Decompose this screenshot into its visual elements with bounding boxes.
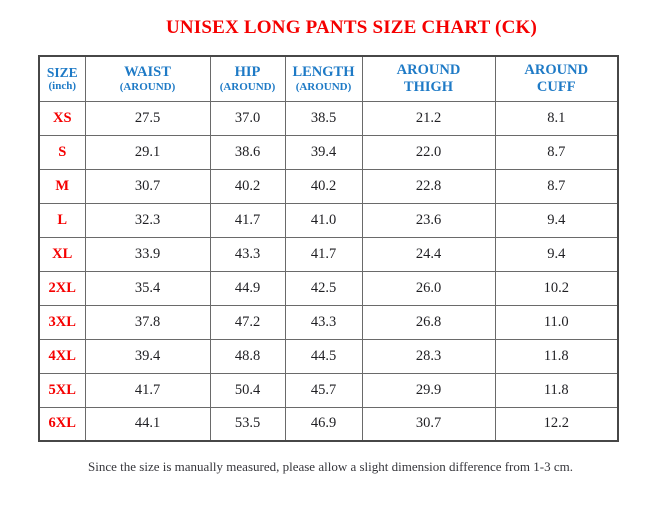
thigh-value-cell: 29.9 bbox=[361, 372, 496, 408]
table-row-s: S 29.1 38.6 39.4 22.0 8.7 bbox=[38, 134, 619, 170]
column-header-waist: WAIST (AROUND) bbox=[84, 55, 211, 102]
hip-value-cell: 41.7 bbox=[209, 202, 286, 238]
column-label: AROUND bbox=[524, 62, 589, 79]
size-label-cell: L bbox=[38, 202, 86, 238]
length-value-cell: 42.5 bbox=[284, 270, 363, 306]
column-sublabel: (AROUND) bbox=[295, 80, 352, 93]
size-label-cell: XL bbox=[38, 236, 86, 272]
column-header-hip: HIP (AROUND) bbox=[209, 55, 286, 102]
hip-value-cell: 44.9 bbox=[209, 270, 286, 306]
column-sublabel: THIGH bbox=[403, 78, 454, 95]
waist-value-cell: 41.7 bbox=[84, 372, 211, 408]
waist-value-cell: 30.7 bbox=[84, 168, 211, 204]
length-value-cell: 40.2 bbox=[284, 168, 363, 204]
thigh-value-cell: 26.0 bbox=[361, 270, 496, 306]
column-label: LENGTH bbox=[292, 64, 355, 81]
waist-value-cell: 32.3 bbox=[84, 202, 211, 238]
waist-value-cell: 33.9 bbox=[84, 236, 211, 272]
cuff-value-cell: 8.7 bbox=[494, 134, 619, 170]
cuff-value-cell: 8.1 bbox=[494, 100, 619, 136]
size-label-cell: S bbox=[38, 134, 86, 170]
waist-value-cell: 35.4 bbox=[84, 270, 211, 306]
thigh-value-cell: 26.8 bbox=[361, 304, 496, 340]
column-label: SIZE bbox=[46, 64, 78, 80]
column-sublabel: (AROUND) bbox=[119, 80, 176, 93]
waist-value-cell: 39.4 bbox=[84, 338, 211, 374]
cuff-value-cell: 9.4 bbox=[494, 236, 619, 272]
size-label-cell: 2XL bbox=[38, 270, 86, 306]
length-value-cell: 45.7 bbox=[284, 372, 363, 408]
thigh-value-cell: 23.6 bbox=[361, 202, 496, 238]
measurement-footnote: Since the size is manually measured, ple… bbox=[88, 459, 573, 474]
table-row-xs: XS 27.5 37.0 38.5 21.2 8.1 bbox=[38, 100, 619, 136]
hip-value-cell: 38.6 bbox=[209, 134, 286, 170]
waist-value-cell: 37.8 bbox=[84, 304, 211, 340]
header-row: SIZE (inch) WAIST (AROUND) HIP (AROUND) … bbox=[38, 55, 619, 102]
thigh-value-cell: 30.7 bbox=[361, 406, 496, 442]
table-body: XS 27.5 37.0 38.5 21.2 8.1 S 29.1 38.6 3… bbox=[38, 100, 619, 442]
table-row-l: L 32.3 41.7 41.0 23.6 9.4 bbox=[38, 202, 619, 238]
column-sublabel: (AROUND) bbox=[219, 80, 276, 93]
table-row-3xl: 3XL 37.8 47.2 43.3 26.8 11.0 bbox=[38, 304, 619, 340]
cuff-value-cell: 8.7 bbox=[494, 168, 619, 204]
hip-value-cell: 53.5 bbox=[209, 406, 286, 442]
hip-value-cell: 48.8 bbox=[209, 338, 286, 374]
hip-value-cell: 47.2 bbox=[209, 304, 286, 340]
waist-value-cell: 44.1 bbox=[84, 406, 211, 442]
table-row-m: M 30.7 40.2 40.2 22.8 8.7 bbox=[38, 168, 619, 204]
column-header-size: SIZE (inch) bbox=[38, 55, 86, 102]
length-value-cell: 46.9 bbox=[284, 406, 363, 442]
page-title: UNISEX LONG PANTS SIZE CHART (CK) bbox=[165, 17, 538, 38]
waist-value-cell: 27.5 bbox=[84, 100, 211, 136]
table-row-5xl: 5XL 41.7 50.4 45.7 29.9 11.8 bbox=[38, 372, 619, 408]
length-value-cell: 43.3 bbox=[284, 304, 363, 340]
size-label-cell: 5XL bbox=[38, 372, 86, 408]
size-label-cell: 4XL bbox=[38, 338, 86, 374]
length-value-cell: 44.5 bbox=[284, 338, 363, 374]
waist-value-cell: 29.1 bbox=[84, 134, 211, 170]
table-row-xl: XL 33.9 43.3 41.7 24.4 9.4 bbox=[38, 236, 619, 272]
size-label-cell: XS bbox=[38, 100, 86, 136]
column-sublabel: CUFF bbox=[536, 78, 576, 95]
size-chart-table: SIZE (inch) WAIST (AROUND) HIP (AROUND) … bbox=[38, 55, 619, 442]
column-header-length: LENGTH (AROUND) bbox=[284, 55, 363, 102]
thigh-value-cell: 28.3 bbox=[361, 338, 496, 374]
length-value-cell: 41.7 bbox=[284, 236, 363, 272]
hip-value-cell: 37.0 bbox=[209, 100, 286, 136]
cuff-value-cell: 11.0 bbox=[494, 304, 619, 340]
table-row-6xl: 6XL 44.1 53.5 46.9 30.7 12.2 bbox=[38, 406, 619, 442]
thigh-value-cell: 22.8 bbox=[361, 168, 496, 204]
table-row-2xl: 2XL 35.4 44.9 42.5 26.0 10.2 bbox=[38, 270, 619, 306]
column-label: AROUND bbox=[396, 62, 461, 79]
length-value-cell: 39.4 bbox=[284, 134, 363, 170]
length-value-cell: 41.0 bbox=[284, 202, 363, 238]
size-label-cell: 3XL bbox=[38, 304, 86, 340]
column-sublabel: (inch) bbox=[48, 80, 77, 93]
hip-value-cell: 40.2 bbox=[209, 168, 286, 204]
cuff-value-cell: 10.2 bbox=[494, 270, 619, 306]
column-label: WAIST bbox=[124, 64, 171, 81]
column-label: HIP bbox=[234, 64, 261, 81]
thigh-value-cell: 24.4 bbox=[361, 236, 496, 272]
table-header: SIZE (inch) WAIST (AROUND) HIP (AROUND) … bbox=[38, 55, 619, 102]
thigh-value-cell: 21.2 bbox=[361, 100, 496, 136]
hip-value-cell: 43.3 bbox=[209, 236, 286, 272]
length-value-cell: 38.5 bbox=[284, 100, 363, 136]
cuff-value-cell: 11.8 bbox=[494, 372, 619, 408]
cuff-value-cell: 9.4 bbox=[494, 202, 619, 238]
column-header-around-cuff: AROUND CUFF bbox=[494, 55, 619, 102]
thigh-value-cell: 22.0 bbox=[361, 134, 496, 170]
size-label-cell: 6XL bbox=[38, 406, 86, 442]
column-header-around-thigh: AROUND THIGH bbox=[361, 55, 496, 102]
cuff-value-cell: 11.8 bbox=[494, 338, 619, 374]
cuff-value-cell: 12.2 bbox=[494, 406, 619, 442]
size-label-cell: M bbox=[38, 168, 86, 204]
hip-value-cell: 50.4 bbox=[209, 372, 286, 408]
table-row-4xl: 4XL 39.4 48.8 44.5 28.3 11.8 bbox=[38, 338, 619, 374]
